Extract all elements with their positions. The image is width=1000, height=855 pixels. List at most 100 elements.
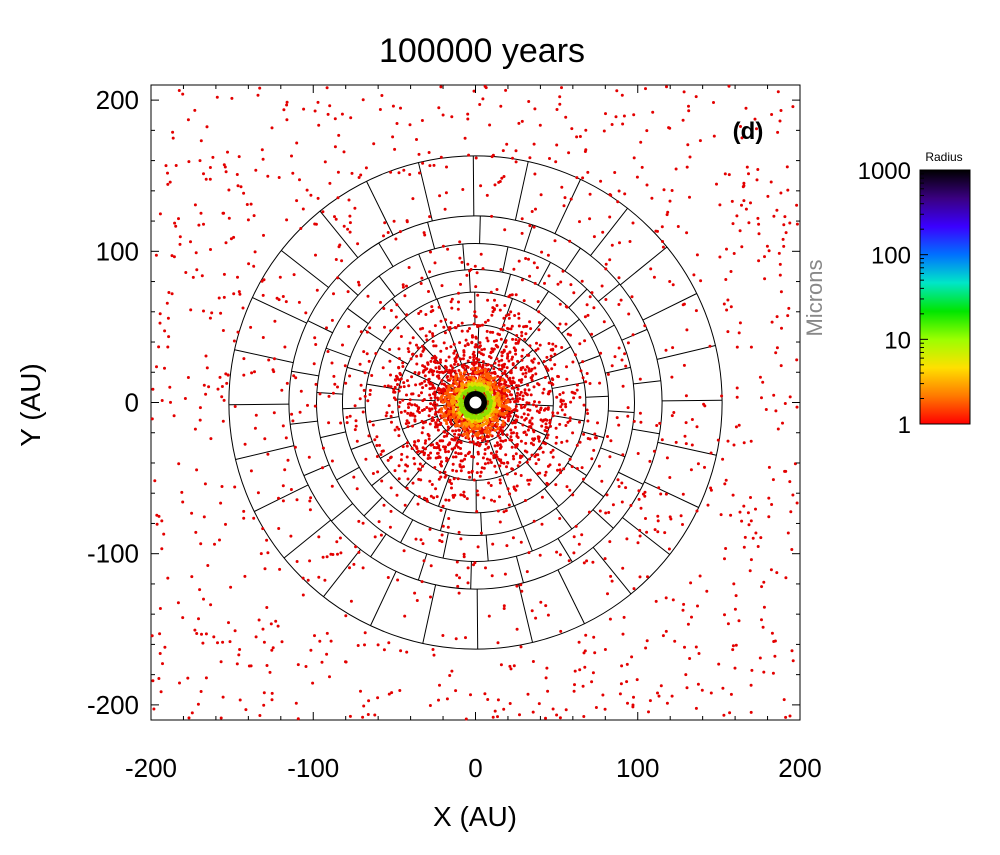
data-point [581, 466, 584, 469]
data-point [655, 424, 658, 427]
data-point [548, 421, 551, 424]
data-point [580, 369, 583, 372]
data-point [283, 346, 286, 349]
data-point [707, 504, 710, 507]
data-point [498, 368, 501, 371]
data-point [770, 568, 773, 571]
data-point [720, 395, 723, 398]
data-point [446, 248, 449, 251]
data-point [192, 276, 195, 279]
data-point [528, 551, 531, 554]
data-point [209, 166, 212, 169]
data-point [528, 320, 531, 323]
data-point [395, 316, 398, 319]
data-point [796, 406, 799, 409]
data-point [561, 403, 564, 406]
data-point [428, 480, 431, 483]
data-point [649, 267, 652, 270]
data-point [416, 447, 419, 450]
data-point [639, 141, 642, 144]
data-point [404, 470, 407, 473]
data-point [331, 319, 334, 322]
data-point [548, 381, 551, 384]
data-point [356, 242, 359, 245]
data-point [399, 230, 402, 233]
data-point [499, 521, 502, 524]
data-point [403, 549, 406, 552]
data-point [416, 451, 419, 454]
data-point [695, 707, 698, 710]
data-point [516, 395, 519, 398]
data-point [545, 676, 548, 679]
data-point [496, 456, 499, 459]
data-point [771, 321, 774, 324]
data-point [469, 441, 472, 444]
data-point [691, 418, 694, 421]
data-point [521, 232, 524, 235]
data-point [383, 648, 386, 651]
data-point [623, 616, 626, 619]
data-point [682, 609, 685, 612]
data-point [297, 717, 300, 720]
data-point [522, 372, 525, 375]
data-point [433, 164, 436, 167]
data-point [687, 109, 690, 112]
data-point [511, 387, 514, 390]
data-point [415, 138, 418, 141]
data-point [589, 193, 592, 196]
data-point [785, 231, 788, 234]
data-point [463, 354, 466, 357]
data-point [760, 585, 763, 588]
data-point [511, 293, 514, 296]
data-point [523, 338, 526, 341]
data-point [738, 331, 741, 334]
data-point [528, 370, 531, 373]
data-point [417, 468, 420, 471]
data-point [506, 366, 509, 369]
data-point [300, 390, 303, 393]
data-point [473, 310, 476, 313]
data-point [560, 186, 563, 189]
colorbar-label: Microns [802, 259, 827, 336]
data-point [503, 228, 506, 231]
data-point [390, 486, 393, 489]
data-point [777, 428, 780, 431]
data-point [398, 347, 401, 350]
data-point [446, 375, 449, 378]
data-point [505, 143, 508, 146]
data-point [415, 363, 418, 366]
data-point [425, 406, 428, 409]
data-point [464, 454, 467, 457]
data-point [506, 415, 509, 418]
data-point [735, 644, 738, 647]
data-point [395, 303, 398, 306]
data-point [299, 411, 302, 414]
data-point [512, 268, 515, 271]
center-point [494, 381, 497, 384]
data-point [579, 135, 582, 138]
data-point [685, 442, 688, 445]
data-point [762, 671, 765, 674]
data-point [520, 334, 523, 337]
data-point [696, 510, 699, 513]
data-point [527, 413, 530, 416]
data-point [447, 517, 450, 520]
data-point [349, 715, 352, 718]
data-point [442, 114, 445, 117]
data-point [533, 400, 536, 403]
data-point [771, 632, 774, 635]
data-point [750, 558, 753, 561]
data-point [601, 694, 604, 697]
data-point [740, 204, 743, 207]
data-point [570, 127, 573, 130]
data-point [511, 446, 514, 449]
data-point [402, 283, 405, 286]
data-point [332, 392, 335, 395]
center-point [460, 399, 463, 402]
data-point [521, 217, 524, 220]
data-point [421, 364, 424, 367]
data-point [648, 460, 651, 463]
data-point [633, 587, 636, 590]
data-point [407, 350, 410, 353]
data-point [578, 396, 581, 399]
